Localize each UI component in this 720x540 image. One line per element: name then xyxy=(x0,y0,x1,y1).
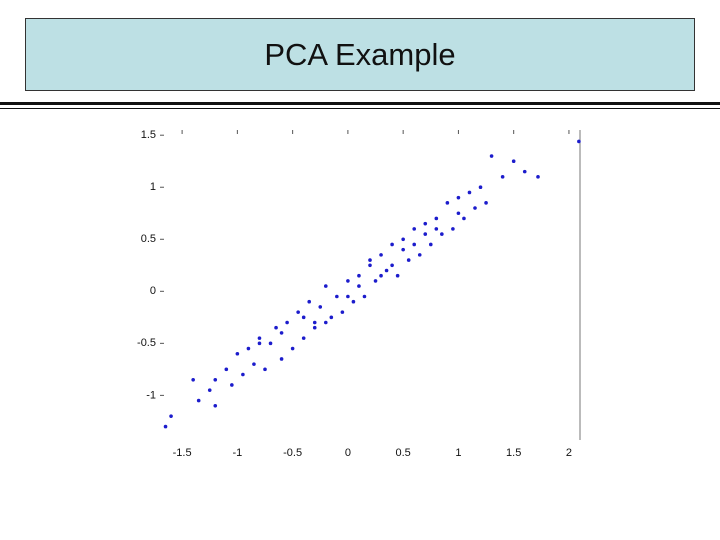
point xyxy=(357,284,361,288)
point xyxy=(213,377,218,382)
x-tick-label: 1.5 xyxy=(506,447,521,459)
point xyxy=(191,377,195,382)
x-tick-label: 1 xyxy=(455,447,461,459)
point xyxy=(500,175,505,179)
point xyxy=(301,315,306,320)
point xyxy=(451,227,455,231)
point xyxy=(401,237,405,242)
point xyxy=(318,305,323,309)
point xyxy=(340,310,345,314)
point xyxy=(412,242,417,247)
point xyxy=(445,201,450,205)
point xyxy=(207,388,212,392)
x-tick-label: 0.5 xyxy=(396,447,411,459)
point xyxy=(440,232,444,236)
point xyxy=(169,414,173,418)
point xyxy=(285,320,289,325)
point xyxy=(456,195,461,200)
x-tick-label: -0.5 xyxy=(283,447,302,459)
point xyxy=(368,263,372,268)
x-tick-label: -1 xyxy=(232,447,242,459)
point xyxy=(224,367,229,372)
point xyxy=(346,279,350,283)
point xyxy=(428,242,433,247)
point xyxy=(196,398,201,403)
point xyxy=(241,372,245,377)
point xyxy=(312,320,317,325)
point xyxy=(290,346,295,351)
point xyxy=(323,320,328,325)
point xyxy=(417,253,422,257)
point xyxy=(301,336,306,340)
point xyxy=(379,273,383,278)
point xyxy=(230,383,234,387)
point xyxy=(362,294,367,299)
point xyxy=(401,247,405,252)
point xyxy=(213,403,218,408)
point xyxy=(406,258,411,262)
point xyxy=(536,175,540,179)
x-tick-label: -1.5 xyxy=(173,447,192,459)
y-tick-label: 1.5 xyxy=(141,129,156,141)
point xyxy=(577,139,581,144)
point xyxy=(252,362,256,366)
point xyxy=(473,206,477,210)
chart-title: PCA Example xyxy=(264,36,456,72)
point xyxy=(434,227,439,231)
rule xyxy=(0,102,720,105)
y-tick-label: 1 xyxy=(150,181,156,193)
x-tick-label: 2 xyxy=(566,447,572,459)
rule xyxy=(0,108,720,109)
point xyxy=(434,216,439,221)
point xyxy=(279,357,284,361)
y-tick-label: -0.5 xyxy=(137,337,156,349)
y-tick-label: 0.5 xyxy=(141,233,156,245)
point xyxy=(384,268,389,273)
title-box: PCA Example xyxy=(25,18,695,91)
point xyxy=(312,325,317,330)
point xyxy=(368,258,372,262)
point xyxy=(346,294,350,299)
point xyxy=(307,299,312,304)
point xyxy=(257,341,262,346)
y-tick-label: -1 xyxy=(146,389,156,401)
point xyxy=(246,346,251,351)
y-tick-label: 0 xyxy=(150,285,156,297)
point xyxy=(357,273,361,278)
point xyxy=(412,227,417,231)
x-tick-label: 0 xyxy=(345,447,351,459)
point xyxy=(373,279,378,283)
point xyxy=(484,201,488,205)
point xyxy=(522,169,527,174)
point xyxy=(467,190,472,195)
point xyxy=(257,336,262,340)
point xyxy=(274,325,278,330)
point xyxy=(323,284,328,288)
point xyxy=(268,341,273,346)
point xyxy=(329,315,334,320)
point xyxy=(478,185,483,190)
point xyxy=(423,232,428,236)
point xyxy=(296,310,300,314)
point xyxy=(335,294,339,299)
point xyxy=(395,273,400,278)
point xyxy=(489,154,494,158)
point xyxy=(462,216,466,221)
point xyxy=(279,331,284,335)
point xyxy=(390,263,394,268)
point xyxy=(456,211,461,216)
point xyxy=(263,367,267,372)
point xyxy=(163,424,168,429)
point xyxy=(423,221,428,226)
point xyxy=(235,351,240,356)
point xyxy=(379,253,383,257)
point xyxy=(390,242,394,247)
point xyxy=(511,159,516,164)
point xyxy=(351,299,356,304)
